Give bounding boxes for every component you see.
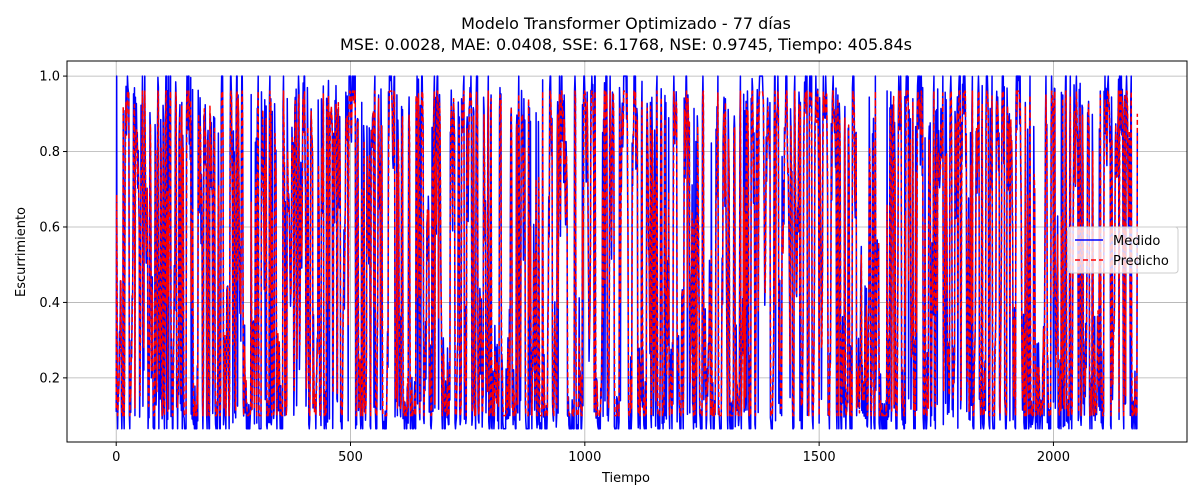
chart-title: Modelo Transformer Optimizado - 77 días [461, 14, 791, 33]
y-axis: 0.2 0.4 0.6 0.8 1.0 [39, 70, 67, 386]
legend-box [1067, 226, 1179, 274]
chart-subtitle: MSE: 0.0028, MAE: 0.0408, SSE: 6.1768, N… [340, 35, 912, 54]
x-tick-label: 1000 [568, 450, 601, 465]
series-line-predicho [115, 90, 1139, 417]
x-tick-label: 500 [338, 450, 363, 465]
axes-frame [66, 60, 1188, 443]
plot-area: 0 500 1000 1500 2000 0.2 0.4 0.6 0.8 1.0 [39, 60, 1188, 465]
x-axis-label: Tiempo [601, 471, 650, 486]
x-tick-label: 0 [112, 450, 120, 465]
legend-label-predicho: Predicho [1113, 254, 1169, 269]
x-tick-label: 1500 [803, 450, 836, 465]
x-tick-label: 2000 [1037, 450, 1070, 465]
y-tick-label: 0.6 [39, 220, 60, 235]
y-tick-label: 1.0 [39, 70, 60, 85]
legend-label-medido: Medido [1113, 234, 1160, 249]
y-tick-label: 0.4 [39, 296, 60, 311]
x-axis: 0 500 1000 1500 2000 [112, 442, 1070, 465]
y-tick-label: 0.8 [39, 145, 60, 160]
y-tick-label: 0.2 [39, 371, 60, 386]
y-axis-label: Escurrimiento [14, 207, 29, 297]
series-layer [115, 75, 1139, 430]
legend: Medido Predicho [1067, 226, 1179, 274]
